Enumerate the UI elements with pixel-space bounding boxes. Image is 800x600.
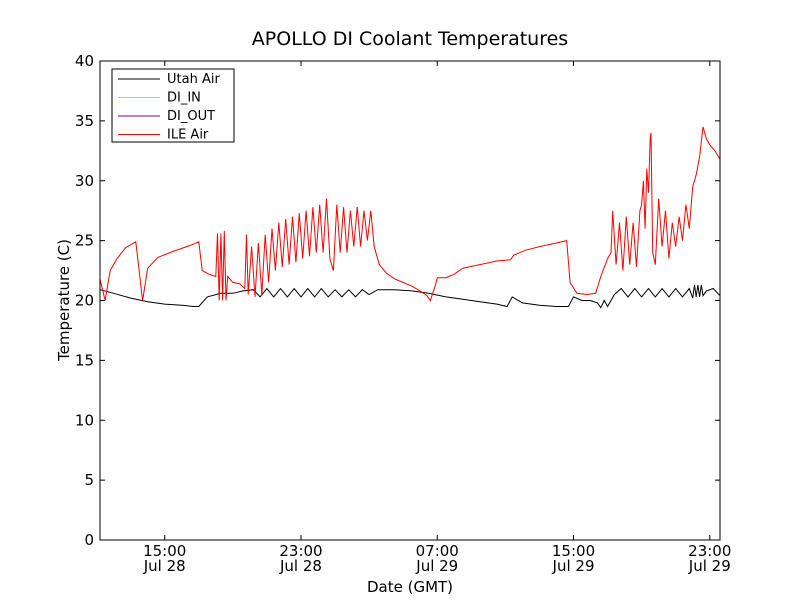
x-tick-label-date: Jul 28 bbox=[279, 557, 322, 575]
legend-label: DI_IN bbox=[167, 91, 201, 106]
legend-label: DI_OUT bbox=[167, 109, 215, 124]
x-tick-label-date: Jul 29 bbox=[688, 557, 731, 575]
x-tick-label-time: 23:00 bbox=[279, 542, 322, 560]
legend-label: ILE Air bbox=[167, 128, 209, 143]
x-tick-label-date: Jul 29 bbox=[552, 557, 595, 575]
y-tick-label: 10 bbox=[75, 411, 94, 429]
y-axis-label: Temperature (C) bbox=[55, 239, 73, 362]
y-tick-label: 40 bbox=[75, 52, 94, 70]
x-tick-label-time: 15:00 bbox=[552, 542, 595, 560]
x-axis-label: Date (GMT) bbox=[367, 578, 453, 596]
y-tick-label: 20 bbox=[75, 292, 94, 310]
series-line-utah-air bbox=[99, 284, 721, 309]
legend-label: Utah Air bbox=[167, 72, 220, 87]
x-tick-label-time: 07:00 bbox=[416, 542, 459, 560]
y-tick-label: 25 bbox=[75, 232, 94, 250]
y-tick-label: 0 bbox=[84, 531, 94, 549]
x-tick-label-date: Jul 29 bbox=[415, 557, 458, 575]
y-tick-label: 35 bbox=[75, 112, 94, 130]
legend-box bbox=[111, 68, 235, 143]
chart-title: APOLLO DI Coolant Temperatures bbox=[252, 28, 568, 50]
legend: Utah Air DI_IN DI_OUT ILE Air bbox=[111, 68, 235, 143]
x-tick-label-time: 23:00 bbox=[688, 542, 731, 560]
y-tick-label: 15 bbox=[75, 351, 94, 369]
y-tick-label: 30 bbox=[75, 172, 94, 190]
series-line-ile-air bbox=[99, 126, 721, 302]
x-tick-label-date: Jul 28 bbox=[143, 557, 186, 575]
x-tick-label-time: 15:00 bbox=[143, 542, 186, 560]
y-axis-ticks: 0 5 10 15 20 25 30 35 40 bbox=[75, 52, 720, 549]
y-tick-label: 5 bbox=[84, 471, 94, 489]
